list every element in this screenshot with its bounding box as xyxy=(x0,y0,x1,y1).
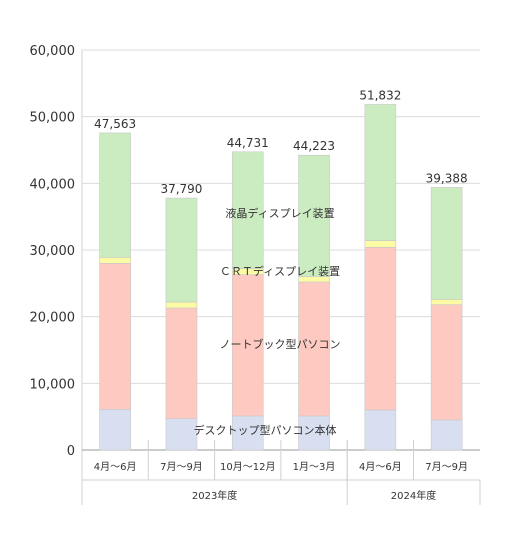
bar-total-label: 51,832 xyxy=(359,88,401,102)
series-label: 液晶ディスプレイ装置 xyxy=(225,206,334,220)
group-label: 2024年度 xyxy=(391,489,436,502)
x-category-label: 10月～12月 xyxy=(220,461,275,473)
bar-total-label: 44,223 xyxy=(293,139,335,153)
x-category-label: 4月～6月 xyxy=(94,461,137,473)
bar-segment xyxy=(165,307,198,419)
bar-total-label: 47,563 xyxy=(94,117,136,131)
bar-total-label: 44,731 xyxy=(227,136,269,150)
y-tick-label: 10,000 xyxy=(30,377,76,392)
bar-segment xyxy=(99,263,131,410)
x-category-label: 7月～9月 xyxy=(425,461,468,473)
bar-segment xyxy=(430,299,463,305)
group-label: 2023年度 xyxy=(192,489,237,502)
bar-segment xyxy=(364,247,397,411)
bar-segment xyxy=(165,197,198,303)
bar-segment xyxy=(298,415,330,451)
x-category-label: 4月～6月 xyxy=(359,461,402,473)
bar-segment xyxy=(99,257,131,264)
bar-segment xyxy=(364,240,397,248)
y-tick-label: 30,000 xyxy=(30,244,76,259)
bar-segment xyxy=(364,104,397,241)
series-label: ノートブック型パソコン xyxy=(220,337,341,351)
y-tick-label: 40,000 xyxy=(30,177,76,192)
y-tick-label: 0 xyxy=(67,444,75,459)
x-category-label: 7月～9月 xyxy=(160,461,203,473)
y-tick-label: 60,000 xyxy=(30,44,76,59)
bar-total-label: 37,790 xyxy=(160,182,202,196)
bar-segment xyxy=(298,154,330,277)
bar-segment xyxy=(364,409,397,451)
bar-segment xyxy=(165,418,198,451)
bar-segment xyxy=(231,151,264,269)
y-tick-label: 20,000 xyxy=(30,311,76,326)
bar-segment xyxy=(231,274,264,417)
bar-segment xyxy=(165,301,198,309)
bar-segment xyxy=(99,132,131,258)
bar-segment xyxy=(99,409,131,451)
series-label: デスクトップ型パソコン本体 xyxy=(194,423,337,437)
bar-segment xyxy=(231,415,264,451)
bar-segment xyxy=(430,187,463,300)
y-tick-label: 50,000 xyxy=(30,111,76,126)
bar-total-label: 39,388 xyxy=(426,171,468,185)
bar-segment xyxy=(298,281,330,417)
bar-segment xyxy=(430,304,463,421)
bar-segment xyxy=(430,419,463,451)
x-category-label: 1月～3月 xyxy=(293,461,336,473)
series-label: ＣＲＴディスプレイ装置 xyxy=(220,264,340,278)
